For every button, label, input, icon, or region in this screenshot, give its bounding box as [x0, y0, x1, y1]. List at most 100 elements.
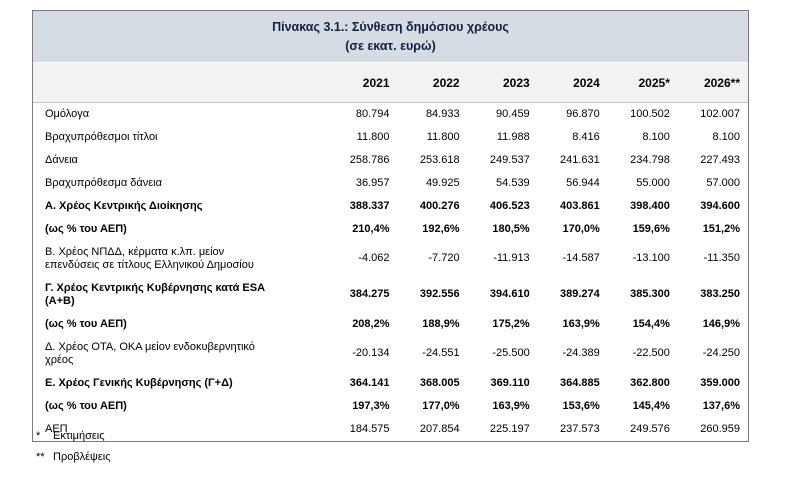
cell-value: 389.274	[560, 288, 600, 300]
cell-value: 394.610	[489, 288, 530, 300]
table-row: Βραχυπρόθεσμα δάνεια 36.957 49.925 54.539 56…	[33, 172, 748, 195]
cell-value: 249.576	[630, 422, 670, 435]
cell-value: 100.502	[630, 107, 670, 120]
table-row: Β. Χρέος ΝΠΔΔ, κέρματα κ.λπ. μείον επενδ…	[33, 241, 748, 277]
table-row: Δ. Χρέος ΟΤΑ, ΟΚΑ μείον ενδοκυβερνητικό …	[33, 336, 748, 372]
cell-value: -11.913	[493, 252, 530, 264]
cell-value: 364.885	[560, 376, 600, 389]
table-title: Πίνακας 3.1.: Σύνθεση δημόσιου χρέους	[272, 20, 509, 34]
row-label: Α. Χρέος Κεντρικής Διοίκησης	[45, 199, 203, 212]
row-label: Ομόλογα	[45, 107, 90, 120]
cell-value: 368.005	[419, 376, 460, 389]
cell-value: -25.500	[492, 347, 530, 359]
table-row: Γ. Χρέος Κεντρικής Κυβέρνησης κατά ESA (…	[33, 277, 748, 313]
cell-value: 57.000	[706, 176, 740, 189]
cell-value: 170,0%	[562, 222, 600, 235]
cell-value: 249.537	[489, 153, 530, 166]
table-row: (ως % του ΑΕΠ) 197,3% 177,0% 163,9% 153,6% 14…	[33, 395, 748, 418]
cell-value: 388.337	[349, 199, 390, 212]
cell-value: 210,4%	[352, 222, 390, 235]
cell-value: 11.988	[496, 130, 530, 143]
cell-value: 163,9%	[562, 317, 600, 330]
cell-value: -22.500	[632, 347, 670, 359]
cell-value: 175,2%	[492, 317, 530, 330]
column-header-year: 2022	[397, 62, 468, 103]
row-label: ΑΕΠ	[45, 422, 68, 435]
cell-value: -24.389	[562, 347, 600, 359]
column-header-empty	[33, 62, 328, 103]
cell-value: 151,2%	[702, 222, 740, 235]
cell-value: 49.925	[425, 176, 460, 189]
cell-value: 359.000	[700, 376, 740, 389]
row-label: Βραχυπρόθεσμοι τίτλοι	[45, 130, 158, 143]
footnotes: * Εκτιμήσεις ** Προβλέψεις	[36, 430, 111, 472]
cell-value: 403.861	[560, 199, 600, 212]
cell-value: -14.587	[562, 252, 600, 264]
footnote-marker: **	[36, 451, 45, 463]
cell-value: 197,3%	[352, 399, 390, 412]
cell-value: 163,9%	[492, 399, 530, 412]
cell-value: 154,4%	[632, 317, 670, 330]
cell-value: 364.141	[349, 376, 390, 389]
cell-value: 54.539	[496, 176, 530, 189]
cell-value: 392.556	[419, 288, 460, 300]
cell-value: 11.800	[356, 130, 390, 143]
cell-value: 234.798	[630, 153, 670, 166]
table-row: (ως % του ΑΕΠ) 208,2% 188,9% 175,2% 163,9% 15…	[33, 313, 748, 336]
cell-value: 55.000	[636, 176, 670, 189]
cell-value: 208,2%	[352, 317, 390, 330]
cell-value: 8.416	[572, 130, 600, 143]
cell-value: 153,6%	[562, 399, 600, 412]
cell-value: 159,6%	[632, 222, 670, 235]
row-label: Δ. Χρέος ΟΤΑ, ΟΚΑ μείον ενδοκυβερνητικό …	[45, 340, 255, 366]
cell-value: 398.400	[630, 199, 670, 212]
cell-value: 188,9%	[422, 317, 460, 330]
column-header-year: 2023	[467, 62, 538, 103]
cell-value: 146,9%	[702, 317, 740, 330]
cell-value: 180,5%	[492, 222, 530, 235]
table-row: Ομόλογα 80.794 84.933 90.459 96.870 100.502 10…	[33, 102, 748, 126]
cell-value: 96.870	[566, 107, 600, 120]
cell-value: 177,0%	[422, 399, 460, 412]
table-row: Α. Χρέος Κεντρικής Διοίκησης 388.337 400.2…	[33, 195, 748, 218]
cell-value: -11.350	[703, 252, 741, 264]
cell-value: 383.250	[700, 288, 740, 300]
cell-value: -24.250	[702, 347, 740, 359]
cell-value: 102.007	[700, 107, 740, 120]
cell-value: 192,6%	[422, 222, 460, 235]
cell-value: 394.600	[700, 199, 740, 212]
cell-value: 237.573	[560, 422, 600, 435]
cell-value: -4.062	[358, 252, 390, 264]
cell-value: 253.618	[419, 153, 460, 166]
cell-value: -24.551	[422, 347, 460, 359]
footnote: * Εκτιμήσεις	[36, 430, 111, 442]
cell-value: 80.794	[355, 107, 390, 120]
cell-value: 8.100	[712, 130, 740, 143]
cell-value: 56.944	[566, 176, 600, 189]
cell-value: 260.959	[700, 422, 740, 435]
row-label: Β. Χρέος ΝΠΔΔ, κέρματα κ.λπ. μείον επενδ…	[45, 245, 254, 271]
cell-value: 90.459	[496, 107, 530, 120]
column-header-row: 2021 2022 2023 2024 2025* 2026**	[33, 62, 748, 103]
table-row: Δάνεια 258.786 253.618 249.537 241.631 234.79…	[33, 149, 748, 172]
cell-value: 384.275	[349, 288, 390, 300]
table-row: ΑΕΠ 184.575 207.854 225.197 237.573 249.576 26…	[33, 418, 748, 441]
cell-value: 362.800	[630, 376, 670, 389]
cell-value: 227.493	[700, 153, 740, 166]
table-title-band: Πίνακας 3.1.: Σύνθεση δημόσιου χρέους (σ…	[33, 11, 748, 63]
column-header-year: 2026**	[677, 62, 748, 103]
row-label: (ως % του ΑΕΠ)	[45, 222, 127, 235]
cell-value: -13.100	[632, 252, 670, 264]
row-label: Ε. Χρέος Γενικής Κυβέρνησης (Γ+Δ)	[45, 376, 233, 389]
debt-data-table: 2021 2022 2023 2024 2025* 2026** Ομόλογα 80.79…	[33, 62, 748, 441]
cell-value: 8.100	[642, 130, 670, 143]
row-label: Δάνεια	[45, 153, 78, 166]
cell-value: 406.523	[489, 199, 530, 212]
table-subtitle: (σε εκατ. ευρώ)	[345, 38, 436, 53]
public-debt-table: Πίνακας 3.1.: Σύνθεση δημόσιου χρέους (σ…	[32, 10, 749, 442]
cell-value: 84.933	[425, 107, 460, 120]
footnote-marker: *	[36, 430, 41, 442]
cell-value: 225.197	[489, 422, 530, 435]
cell-value: 400.276	[419, 199, 460, 212]
